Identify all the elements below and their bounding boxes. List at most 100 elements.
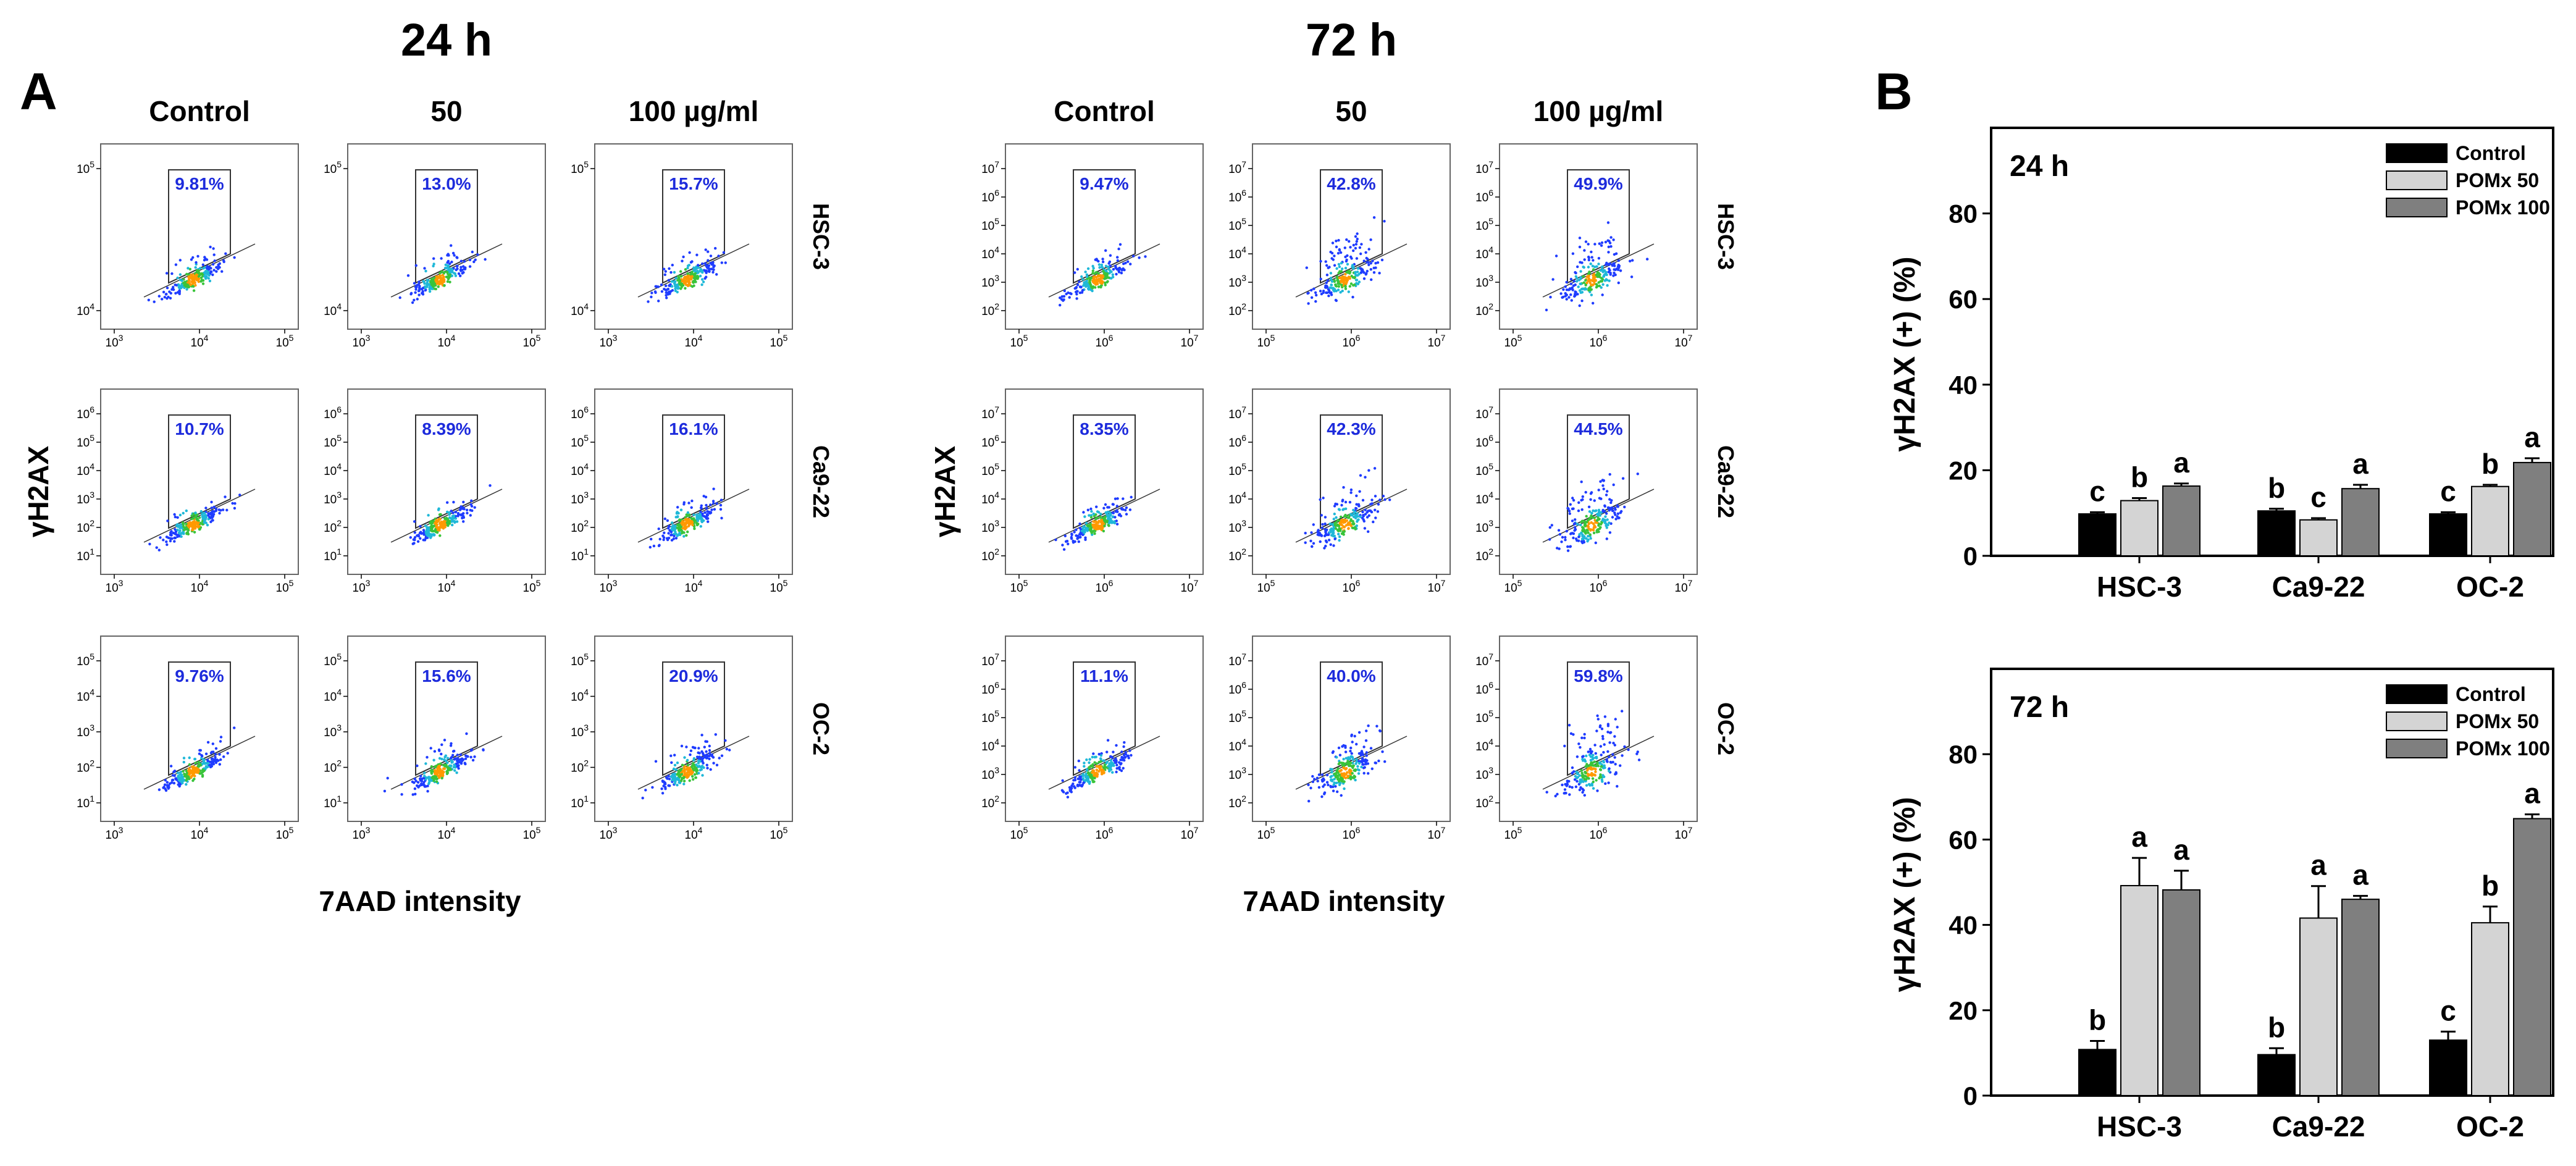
scatter-event [437, 507, 440, 510]
x-tick-label-base: 10 [1590, 337, 1603, 350]
scatter-event [1361, 757, 1364, 760]
scatter-event [1366, 759, 1369, 762]
scatter-event [176, 516, 179, 519]
x-tick-label-exp: 4 [698, 333, 703, 343]
scatter-event [1109, 761, 1112, 765]
scatter-event [178, 526, 182, 530]
scatter-event [1349, 255, 1353, 259]
scatter-event [1093, 776, 1096, 780]
scatter-event [1329, 278, 1333, 281]
y-axis-label: γH2AX (+) (%) [1889, 797, 1921, 992]
scatter-event [222, 755, 225, 758]
scatter-event [1366, 258, 1369, 261]
scatter-event [1072, 782, 1075, 786]
y-tick-label-base: 10 [77, 437, 90, 450]
y-tick-label-base: 10 [1475, 769, 1488, 782]
scatter-event [712, 761, 715, 765]
scatter-event [185, 272, 188, 276]
scatter-event [699, 765, 702, 769]
scatter-event [1311, 545, 1314, 548]
scatter-event [210, 506, 213, 510]
scatter-event [474, 258, 477, 261]
scatter-event [191, 280, 194, 283]
scatter-event [1577, 742, 1580, 745]
y-tick-label-base: 10 [571, 797, 584, 810]
scatter-event [451, 516, 455, 519]
scatter-event [193, 531, 196, 534]
scatter-event [433, 775, 436, 778]
scatter-event [1351, 740, 1354, 744]
scatter-event [430, 768, 434, 771]
scatter-event [1138, 256, 1141, 259]
scatter-event [1567, 724, 1571, 727]
scatter-event [1316, 779, 1319, 782]
scatter-event [437, 769, 440, 773]
scatter-event [670, 280, 674, 283]
scatter-event [190, 524, 193, 527]
y-tick-label-base: 10 [1475, 465, 1488, 478]
scatter-event [1083, 281, 1086, 284]
scatter-event [214, 755, 217, 759]
scatter-cloud [1305, 216, 1386, 305]
scatter-event [700, 768, 703, 771]
scatter-event [1581, 498, 1584, 501]
scatter-event [1320, 778, 1324, 782]
scatter-cloud [398, 244, 487, 304]
scatter-event [1337, 262, 1341, 266]
scatter-event [1067, 542, 1070, 545]
scatter-event [662, 784, 665, 787]
scatter-event [1342, 486, 1345, 489]
scatter-event [1093, 774, 1096, 777]
scatter-event [682, 782, 686, 786]
y-tick-label-base: 10 [571, 762, 584, 775]
scatter-event [411, 780, 414, 784]
scatter-event [1126, 260, 1130, 263]
scatter-event [468, 265, 472, 268]
scatter-event [462, 271, 465, 274]
scatter-event [1601, 484, 1605, 487]
scatter-event [714, 733, 718, 736]
scatter-event [1359, 474, 1362, 477]
scatter-event [687, 514, 690, 518]
scatter-event [1602, 487, 1605, 490]
scatter-event [722, 251, 726, 254]
x-tick-label-base: 10 [685, 829, 698, 842]
y-tick-label-exp: 4 [994, 490, 999, 500]
scatter-event [1591, 777, 1595, 780]
scatter-event [679, 508, 683, 511]
scatter-event [191, 277, 195, 280]
scatter-event [1614, 718, 1617, 721]
scatter-event [459, 753, 463, 757]
scatter-event [197, 521, 200, 524]
y-tick-label-base: 10 [77, 465, 90, 478]
y-tick-label-exp: 2 [90, 758, 94, 768]
scatter-event [1320, 526, 1324, 529]
scatter-event [440, 776, 443, 780]
scatter-event [453, 272, 456, 275]
scatter-event [1125, 513, 1128, 516]
scatter-event [700, 283, 703, 287]
scatter-event [194, 511, 197, 514]
y-tick-label-base: 10 [1228, 163, 1241, 176]
gate-threshold-line [143, 489, 256, 543]
bar [2471, 485, 2509, 557]
y-tick-label-base: 10 [1228, 740, 1241, 753]
scatter-event [717, 254, 720, 258]
scatter-event [686, 266, 689, 270]
scatter-event [1577, 501, 1580, 504]
y-tick-label: 60 [1949, 825, 1978, 854]
scatter-event [668, 267, 671, 271]
plot-frame [347, 143, 546, 330]
scatter-event [432, 779, 435, 782]
scatter-event [191, 285, 195, 288]
scatter-event [1115, 519, 1118, 522]
scatter-cloud [148, 493, 241, 552]
scatter-event [1328, 292, 1332, 295]
scatter-event [1609, 760, 1612, 764]
scatter-event [1559, 292, 1563, 295]
scatter-event [701, 262, 704, 266]
scatter-event [1324, 539, 1328, 542]
scatter-event [206, 272, 209, 275]
scatter-event [471, 250, 474, 254]
scatter-event [678, 531, 681, 535]
